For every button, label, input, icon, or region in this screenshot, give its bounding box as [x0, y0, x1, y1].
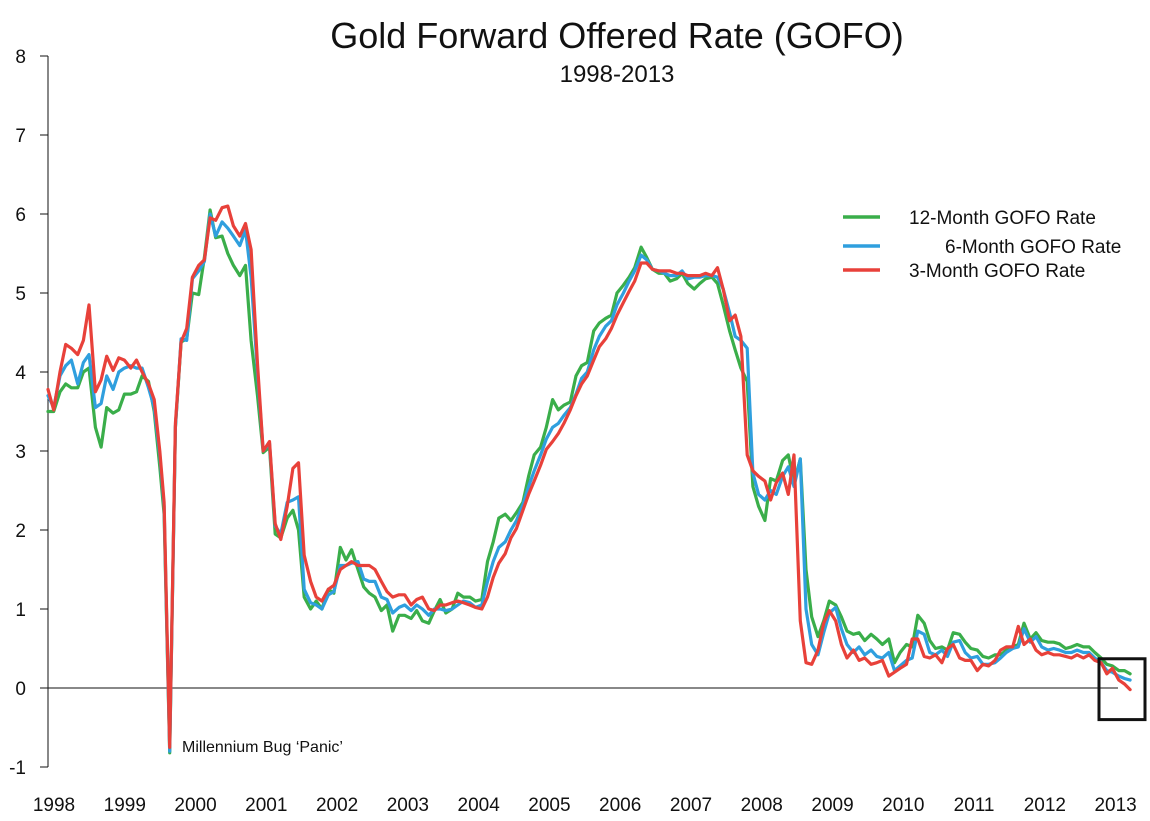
series-lines [46, 204, 1132, 755]
y-tick-label: 2 [15, 521, 26, 542]
x-tick-label: 2003 [387, 795, 429, 816]
x-tick-label: 2001 [245, 795, 287, 816]
legend-label: 12-Month GOFO Rate [909, 208, 1096, 229]
x-tick-label: 2002 [316, 795, 358, 816]
series-line-3-month-gofo-rate [46, 204, 1132, 749]
y-tick-label: 7 [15, 126, 26, 147]
legend-label: 6-Month GOFO Rate [945, 237, 1121, 258]
x-tick-label: 1998 [33, 795, 75, 816]
series-line-12-month-gofo-rate [46, 208, 1132, 755]
highlight-box [1097, 657, 1147, 722]
x-tick-label: 1999 [104, 795, 146, 816]
x-tick-label: 2012 [1024, 795, 1066, 816]
y-tick-label: -1 [9, 758, 26, 779]
x-tick-label: 2006 [599, 795, 641, 816]
x-tick-label: 2008 [741, 795, 783, 816]
y-tick-label: 4 [15, 363, 26, 384]
y-tick-label: 3 [15, 442, 26, 463]
axes: -1 0 1 2 3 4 5 6 7 8 1998 1999 2000 2001 2002 2003 2004 2… [9, 47, 1137, 816]
y-tick-label: 0 [15, 679, 26, 700]
chart-subtitle: 1998-2013 [560, 61, 675, 88]
x-tick-label: 2000 [174, 795, 216, 816]
x-tick-label: 2013 [1094, 795, 1136, 816]
y-tick-label: 6 [15, 205, 26, 226]
chart-title: Gold Forward Offered Rate (GOFO) [330, 15, 904, 56]
x-tick-label: 2010 [882, 795, 924, 816]
legend: 12-Month GOFO Rate 6-Month GOFO Rate 3-Mon… [843, 208, 1121, 282]
series-line-6-month-gofo-rate [46, 212, 1132, 753]
annotation-label: Millennium Bug ‘Panic’ [182, 739, 343, 756]
x-tick-label: 2005 [528, 795, 570, 816]
x-tick-label: 2009 [811, 795, 853, 816]
x-tick-label: 2007 [670, 795, 712, 816]
y-tick-label: 1 [15, 600, 26, 621]
x-tick-label: 2004 [458, 795, 501, 816]
legend-label: 3-Month GOFO Rate [909, 261, 1085, 282]
x-tick-label: 2011 [954, 795, 995, 816]
annotations: Millennium Bug ‘Panic’ [182, 657, 1147, 756]
y-tick-label: 8 [15, 47, 26, 68]
y-tick-label: 5 [15, 284, 26, 305]
